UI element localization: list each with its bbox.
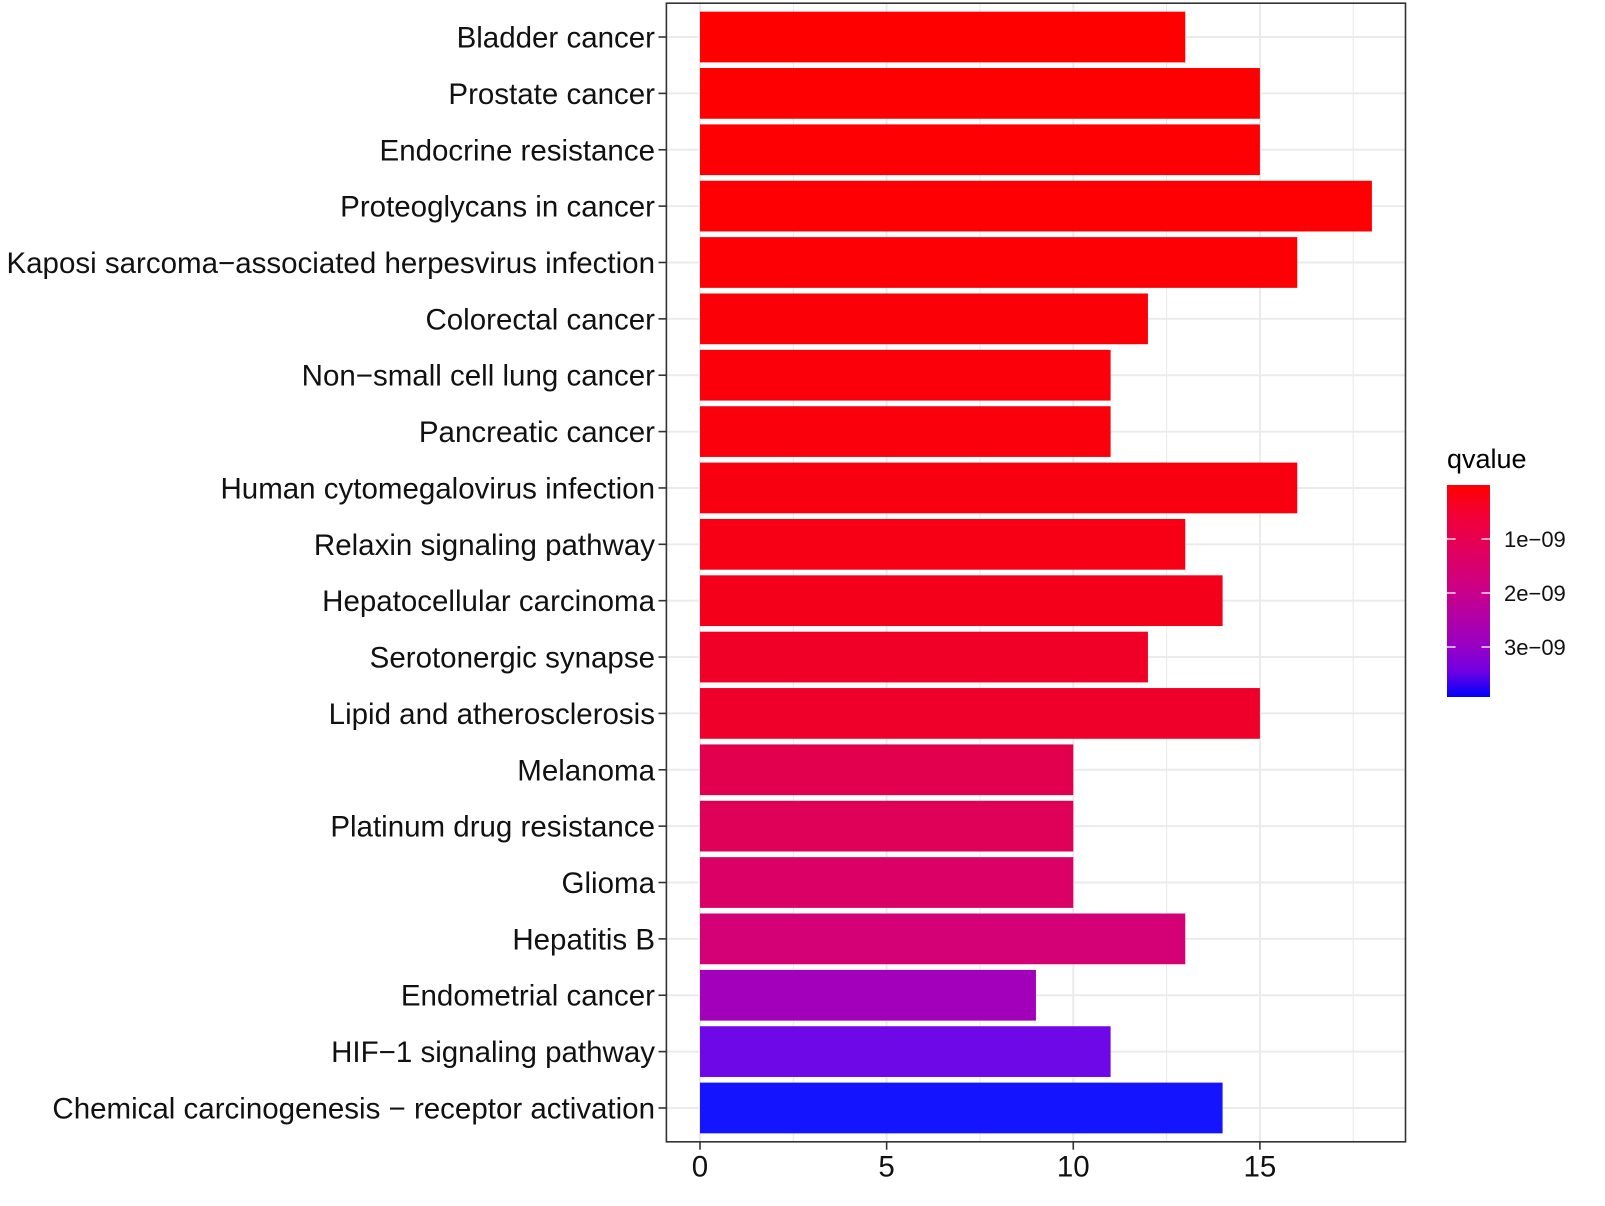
bar	[699, 744, 1074, 796]
bar	[699, 913, 1186, 965]
y-tick-label: Hepatitis B	[512, 923, 655, 956]
bar	[699, 11, 1186, 63]
bar	[699, 1082, 1223, 1134]
bar	[699, 180, 1372, 232]
x-tick-label: 15	[1244, 1150, 1277, 1183]
x-axis: 0 5 10 15	[692, 1141, 1277, 1183]
y-tick-label: Glioma	[562, 867, 656, 900]
y-tick-label: HIF−1 signaling pathway	[331, 1036, 655, 1069]
legend: qvalue 1e−09 2e−09 3e−09	[1447, 444, 1566, 697]
legend-label: 3e−09	[1504, 635, 1566, 660]
panel	[665, 2, 1407, 1143]
y-tick-label: Pancreatic cancer	[419, 416, 655, 449]
bar	[699, 688, 1260, 739]
y-tick-label: Endocrine resistance	[380, 134, 655, 167]
bar	[699, 406, 1111, 457]
y-tick-label: Platinum drug resistance	[330, 811, 655, 844]
bar	[699, 462, 1298, 514]
x-tick-label: 0	[692, 1150, 708, 1183]
bar	[699, 857, 1074, 908]
y-tick-label: Relaxin signaling pathway	[314, 529, 655, 562]
panel-border	[665, 2, 1407, 1143]
bar	[699, 293, 1148, 345]
y-tick-label: Lipid and atherosclerosis	[329, 698, 655, 731]
y-tick-label: Kaposi sarcoma−associated herpesvirus in…	[6, 247, 655, 280]
legend-label: 2e−09	[1504, 581, 1566, 606]
x-tick-label: 10	[1057, 1150, 1090, 1183]
legend-colorbar	[1447, 485, 1490, 697]
y-tick-label: Non−small cell lung cancer	[302, 360, 656, 393]
y-tick-label: Endometrial cancer	[401, 980, 655, 1013]
bar	[699, 68, 1260, 119]
y-axis: Bladder cancer Prostate cancer Endocrine r…	[6, 22, 667, 1125]
y-tick-label: Serotonergic synapse	[370, 642, 655, 675]
bar	[699, 575, 1223, 627]
bar	[699, 969, 1036, 1021]
bar	[699, 1026, 1111, 1077]
bar	[699, 124, 1260, 176]
bar	[699, 800, 1074, 852]
y-tick-label: Proteoglycans in cancer	[340, 191, 655, 224]
legend-title: qvalue	[1447, 444, 1527, 474]
bar	[699, 349, 1111, 401]
bars	[699, 11, 1372, 1134]
bar	[699, 631, 1148, 683]
y-tick-label: Melanoma	[517, 754, 655, 787]
x-tick-label: 5	[878, 1150, 894, 1183]
y-tick-label: Human cytomegalovirus infection	[220, 472, 655, 505]
y-tick-label: Prostate cancer	[448, 78, 655, 111]
legend-label: 1e−09	[1504, 527, 1566, 552]
y-tick-label: Bladder cancer	[457, 22, 656, 55]
y-tick-label: Colorectal cancer	[425, 303, 655, 336]
y-tick-label: Chemical carcinogenesis − receptor activ…	[52, 1092, 655, 1125]
y-tick-label: Hepatocellular carcinoma	[322, 585, 655, 618]
bar	[699, 237, 1298, 288]
bar	[699, 518, 1186, 570]
